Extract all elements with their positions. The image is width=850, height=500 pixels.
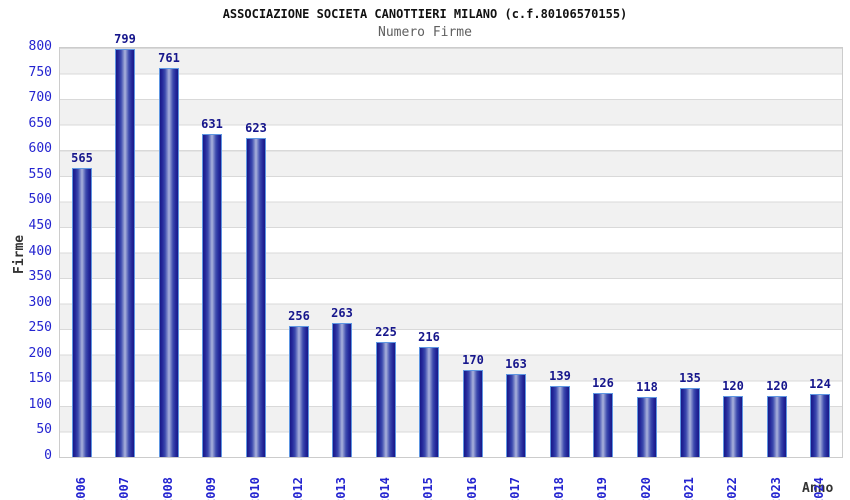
bar-value-label: 225 [375,325,397,339]
bar-2016 [463,370,483,457]
x-tick-label: 2012 [291,477,305,500]
bar-value-label: 124 [809,377,831,391]
x-tick-label: 2009 [204,477,218,500]
bar-2018 [550,386,570,457]
bar-value-label: 118 [636,380,658,394]
x-tick-label: 2022 [725,477,739,500]
x-tick-label: 2021 [682,477,696,500]
y-tick-label: 350 [28,269,52,285]
x-tick-label: 2016 [465,477,479,500]
bar-2020 [637,397,657,457]
x-tick-label: 2023 [769,477,783,500]
x-tick-label: 2006 [74,477,88,500]
x-tick-label: 2018 [552,477,566,500]
bar-value-label: 139 [549,369,571,383]
y-tick-label: 600 [28,141,52,157]
bar-2022 [723,396,743,457]
y-tick-label: 550 [28,166,52,182]
y-tick-label: 150 [28,371,52,387]
bar-2006 [72,168,92,457]
y-tick-label: 50 [36,422,52,438]
y-tick-label: 700 [28,90,52,106]
y-tick-label: 100 [28,396,52,412]
plot-area: 565 799 761 631 623 256 263 225 216 170 163 139 126 1… [59,32,843,458]
y-tick-label: 650 [28,115,52,131]
bar-value-label: 565 [71,151,93,165]
bar-value-label: 120 [722,379,744,393]
bar-value-label: 126 [592,376,614,390]
y-tick-label: 400 [28,243,52,259]
x-tick-label: 2013 [334,477,348,500]
bar-2015 [419,347,439,457]
bar-2017 [506,374,526,457]
bar-value-label: 170 [462,353,484,367]
y-tick-label: 750 [28,64,52,80]
bar-value-label: 263 [331,306,353,320]
bar-2008 [159,68,179,457]
bar-value-label: 256 [288,309,310,323]
bar-2010 [246,138,266,457]
y-tick-label: 500 [28,192,52,208]
bar-value-label: 120 [766,379,788,393]
bar-2021 [680,388,700,457]
y-tick-label: 200 [28,345,52,361]
x-tick-label: 2014 [378,477,392,500]
y-tick-label: 250 [28,320,52,336]
bar-2012 [289,326,309,457]
chart-title: ASSOCIAZIONE SOCIETA CANOTTIERI MILANO (… [222,7,628,21]
x-tick-label: 2010 [248,477,262,500]
chart-subtitle: Numero Firme [378,25,472,40]
x-tick-label: 2024 [812,477,826,500]
bar-2024 [810,394,830,457]
bar-2009 [202,134,222,457]
bar-value-label: 761 [158,51,180,65]
bar-value-label: 623 [245,121,267,135]
bar-value-label: 631 [201,117,223,131]
x-tick-label: 2008 [161,477,175,500]
bar-2013 [332,323,352,457]
bar-2019 [593,393,613,457]
x-axis-title: Anno [802,481,834,496]
y-tick-label: 800 [28,39,52,54]
bar-2014 [376,342,396,457]
bar-value-label: 799 [114,32,136,46]
x-tick-label: 2007 [117,477,131,500]
bar-value-label: 163 [505,357,527,371]
y-tick-label: 0 [44,448,52,463]
x-tick-label: 2019 [595,477,609,500]
bar-value-label: 135 [679,371,701,385]
x-tick-label: 2020 [639,477,653,500]
x-tick-label: 2015 [421,477,435,500]
bar-2023 [767,396,787,457]
x-tick-label: 2017 [508,477,522,500]
y-tick-label: 450 [28,217,52,233]
bar-2007 [115,49,135,457]
y-tick-label: 300 [28,294,52,310]
bar-value-label: 216 [418,330,440,344]
